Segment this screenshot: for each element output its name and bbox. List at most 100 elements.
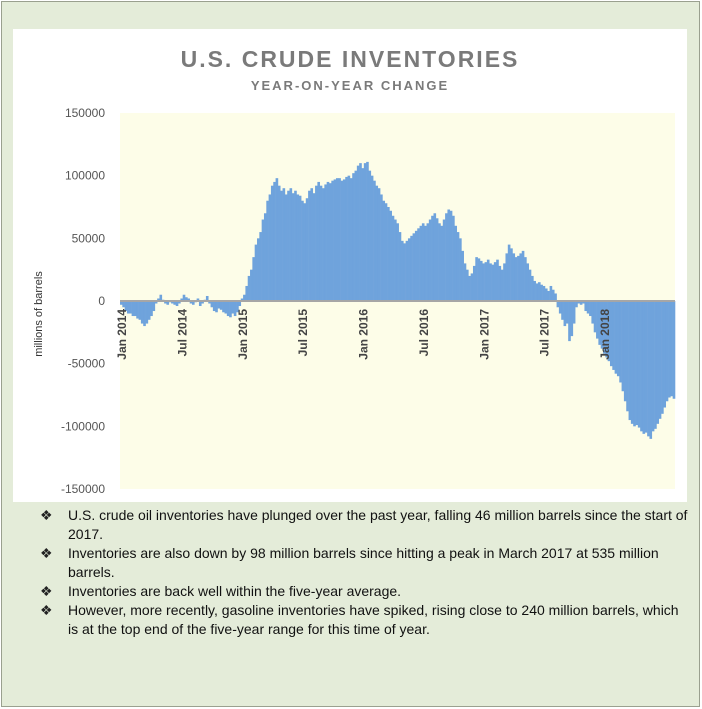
- bar: [459, 238, 462, 301]
- bar: [373, 180, 376, 301]
- bar: [575, 301, 578, 308]
- bar: [164, 301, 167, 304]
- bar: [489, 263, 492, 301]
- bar: [266, 200, 269, 301]
- bar: [324, 184, 327, 301]
- bar: [377, 188, 381, 301]
- bar: [215, 301, 218, 313]
- bar: [287, 190, 290, 301]
- bar: [191, 301, 195, 305]
- bar: [598, 301, 601, 345]
- bar: [637, 301, 641, 428]
- bar: [658, 301, 662, 419]
- bar: [496, 259, 499, 301]
- bar: [544, 288, 548, 301]
- bar: [178, 301, 181, 304]
- bar: [182, 294, 186, 301]
- bar: [129, 301, 132, 314]
- bar: [582, 301, 585, 304]
- bar: [301, 200, 304, 301]
- bar: [479, 260, 483, 301]
- bar: [319, 185, 323, 301]
- bullet-item: ❖ U.S. crude oil inventories have plunged…: [40, 506, 690, 544]
- bar: [154, 301, 158, 304]
- bar: [547, 290, 550, 301]
- bullet-item: ❖ Inventories are back well within the fi…: [40, 582, 690, 601]
- bar: [303, 203, 307, 301]
- bar: [335, 178, 339, 301]
- bar: [498, 265, 502, 301]
- bar: [398, 232, 402, 301]
- bar: [405, 240, 409, 301]
- bar: [412, 233, 416, 301]
- bar: [410, 235, 413, 301]
- bar: [173, 301, 177, 305]
- y-tick-label: 100000: [65, 169, 105, 183]
- bar: [254, 244, 258, 301]
- bar: [233, 301, 237, 317]
- bar: [347, 175, 351, 301]
- y-tick-label: 150000: [65, 106, 105, 120]
- bar: [621, 301, 625, 392]
- bar: [284, 194, 288, 301]
- bullet-text: Inventories are back well within the fiv…: [68, 583, 402, 599]
- bar: [586, 301, 590, 314]
- bar: [642, 301, 646, 434]
- bar: [554, 293, 557, 301]
- bar: [356, 165, 360, 301]
- bar: [133, 301, 137, 317]
- bar: [171, 301, 174, 304]
- bar: [159, 294, 163, 301]
- bar: [157, 298, 160, 301]
- bar: [296, 194, 300, 301]
- bar: [579, 301, 583, 305]
- bar: [131, 301, 135, 317]
- bar: [280, 190, 283, 301]
- bar: [126, 301, 130, 314]
- bar: [563, 301, 567, 327]
- bar: [380, 194, 383, 301]
- bar: [635, 301, 639, 426]
- bar: [424, 225, 427, 301]
- bar: [282, 188, 286, 301]
- bar: [359, 163, 362, 301]
- bar: [394, 219, 397, 301]
- bar: [435, 218, 439, 301]
- x-tick-label: Jan 2017: [477, 309, 491, 360]
- bar: [375, 185, 379, 301]
- bar: [208, 301, 211, 304]
- bar: [421, 223, 425, 301]
- bar: [329, 183, 332, 301]
- bullet-list: ❖ U.S. crude oil inventories have plunged…: [40, 506, 690, 639]
- bar: [663, 301, 667, 408]
- bar: [310, 188, 314, 301]
- bar: [308, 190, 311, 301]
- bar: [626, 301, 629, 412]
- bar: [577, 301, 581, 304]
- y-tick-label: 50000: [72, 231, 106, 245]
- bar: [312, 193, 316, 301]
- bar: [472, 265, 476, 301]
- bar: [185, 297, 188, 301]
- bar: [245, 285, 249, 301]
- bar: [668, 301, 671, 398]
- bar: [270, 185, 274, 301]
- bar: [654, 301, 657, 429]
- bar: [210, 301, 214, 308]
- x-axis-ticks: Jan 2014 Jul 2014 Jan 2015 Jul 2015 Jan 2016…: [115, 309, 612, 360]
- bar: [368, 170, 372, 301]
- bar: [533, 280, 536, 301]
- bar: [537, 282, 541, 301]
- bar: [510, 248, 513, 301]
- bar: [651, 301, 655, 432]
- bar: [505, 253, 509, 301]
- bar: [136, 301, 139, 319]
- bar: [243, 294, 246, 301]
- bar: [291, 193, 295, 301]
- bar: [477, 258, 481, 301]
- bar: [461, 250, 464, 301]
- bar: [247, 275, 251, 301]
- bullet-item: ❖ Inventories are also down by 98 million…: [40, 544, 690, 582]
- bar: [349, 178, 353, 301]
